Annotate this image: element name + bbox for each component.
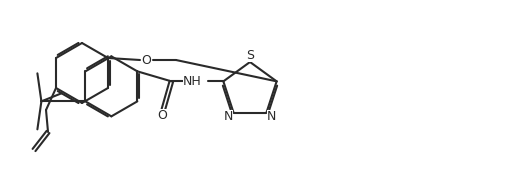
Text: N: N [266, 110, 275, 123]
Text: S: S [245, 50, 253, 63]
Text: N: N [223, 110, 233, 123]
Text: NH: NH [182, 75, 201, 88]
Text: O: O [141, 53, 151, 66]
Text: O: O [157, 109, 167, 122]
